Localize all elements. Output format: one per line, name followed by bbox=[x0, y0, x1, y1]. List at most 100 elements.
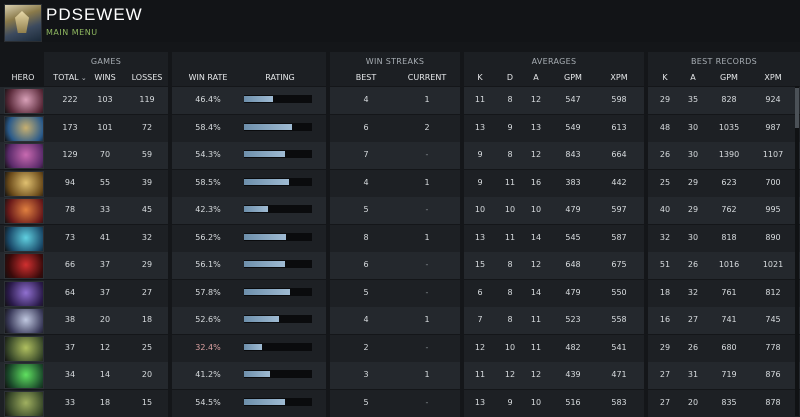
col-streak-best[interactable]: BEST bbox=[355, 73, 377, 82]
hero-portrait-purple[interactable] bbox=[4, 88, 44, 114]
cell-rec-k: 16 bbox=[659, 315, 671, 324]
rating-bar bbox=[244, 232, 312, 241]
cell-win-rate: 58.5% bbox=[195, 177, 221, 187]
cell-wins: 18 bbox=[99, 397, 111, 407]
cell-losses: 59 bbox=[141, 150, 153, 159]
row-background bbox=[648, 197, 800, 224]
cell-avg-gpm: 549 bbox=[565, 122, 581, 132]
cell-losses: 29 bbox=[141, 260, 153, 269]
rating-bar bbox=[244, 122, 312, 131]
hero-portrait-cyan[interactable] bbox=[4, 225, 44, 252]
col-rec-k[interactable]: K bbox=[662, 73, 668, 82]
table-row[interactable]: 64 37 27 57.8% 5 - 6 8 14 479 550 18 32 761 812 bbox=[0, 279, 800, 307]
col-avg-k[interactable]: K bbox=[477, 73, 483, 82]
cell-streak-current: 1 bbox=[424, 95, 430, 104]
rating-bar bbox=[244, 397, 312, 406]
cell-avg-xpm: 541 bbox=[611, 342, 627, 352]
cell-avg-k: 13 bbox=[474, 232, 486, 242]
table-row[interactable]: 73 41 32 56.2% 8 1 13 11 14 545 587 32 30 818 890 bbox=[0, 224, 800, 252]
cell-total: 33 bbox=[64, 397, 76, 407]
hero-portrait-green[interactable] bbox=[4, 335, 44, 362]
win-streaks-group-panel bbox=[330, 52, 460, 86]
hero-portrait-lime[interactable] bbox=[4, 363, 44, 389]
hero-portrait-blue[interactable] bbox=[4, 115, 44, 142]
row-background bbox=[464, 114, 644, 142]
hero-portrait-violet[interactable] bbox=[4, 143, 44, 169]
cell-rec-gpm: 828 bbox=[721, 95, 737, 104]
row-background bbox=[648, 224, 800, 252]
col-rec-gpm[interactable]: GPM bbox=[720, 73, 738, 82]
cell-rec-gpm: 623 bbox=[721, 177, 737, 187]
col-losses[interactable]: LOSSES bbox=[131, 73, 163, 82]
hero-portrait-red[interactable] bbox=[4, 198, 44, 224]
table-scrollbar[interactable] bbox=[795, 86, 799, 416]
cell-avg-gpm: 482 bbox=[565, 342, 581, 352]
rating-bar-fill bbox=[244, 316, 279, 322]
col-rating[interactable]: RATING bbox=[265, 73, 295, 82]
cell-rec-a: 29 bbox=[687, 177, 699, 187]
col-avg-xpm[interactable]: XPM bbox=[610, 73, 628, 82]
cell-rec-k: 48 bbox=[659, 122, 671, 132]
table-row[interactable]: 66 37 29 56.1% 6 - 15 8 12 648 675 51 26 1016 1021 bbox=[0, 251, 800, 279]
cell-rec-k: 27 bbox=[659, 397, 671, 407]
games-group-title: GAMES bbox=[90, 57, 122, 66]
table-row[interactable]: 33 18 15 54.5% 5 - 13 9 10 516 583 27 20 835 878 bbox=[0, 389, 800, 417]
cell-avg-xpm: 442 bbox=[611, 177, 627, 187]
player-avatar[interactable] bbox=[4, 4, 42, 42]
cell-rec-k: 29 bbox=[659, 342, 671, 352]
hero-portrait-olive[interactable] bbox=[4, 390, 44, 417]
cell-streak-best: 8 bbox=[363, 232, 369, 242]
cell-avg-k: 11 bbox=[474, 95, 486, 104]
cell-streak-best: 6 bbox=[363, 122, 369, 132]
cell-avg-d: 9 bbox=[507, 122, 513, 132]
cell-avg-d: 10 bbox=[504, 342, 516, 352]
col-avg-a[interactable]: A bbox=[533, 73, 539, 82]
col-wins[interactable]: WINS bbox=[94, 73, 116, 82]
cell-avg-d: 11 bbox=[504, 232, 516, 242]
table-row[interactable]: 78 33 45 42.3% 5 - 10 10 10 479 597 40 29 762 995 bbox=[0, 196, 800, 224]
col-hero[interactable]: HERO bbox=[11, 73, 35, 82]
row-background bbox=[464, 334, 644, 362]
col-avg-gpm[interactable]: GPM bbox=[564, 73, 582, 82]
col-total[interactable]: TOTAL bbox=[50, 73, 90, 82]
rating-bar bbox=[244, 287, 312, 296]
row-background bbox=[44, 224, 168, 252]
table-row[interactable]: 129 70 59 54.3% 7 - 9 8 12 843 664 26 30 1390 1107 bbox=[0, 141, 800, 169]
cell-streak-best: 5 bbox=[363, 287, 369, 297]
cell-win-rate: 54.5% bbox=[195, 397, 221, 407]
table-row[interactable]: 38 20 18 52.6% 4 1 7 8 11 523 558 16 27 741 745 bbox=[0, 306, 800, 334]
cell-rec-xpm: 745 bbox=[765, 315, 781, 324]
col-rec-xpm[interactable]: XPM bbox=[764, 73, 782, 82]
hero-portrait-crimson[interactable] bbox=[4, 253, 44, 279]
table-row[interactable]: 94 55 39 58.5% 4 1 9 11 16 383 442 25 29 623 700 bbox=[0, 169, 800, 197]
col-win-rate[interactable]: WIN RATE bbox=[188, 73, 228, 82]
col-streak-current[interactable]: CURRENT bbox=[407, 73, 447, 82]
col-avg-d[interactable]: D bbox=[506, 73, 514, 82]
table-row[interactable]: 37 12 25 32.4% 2 - 12 10 11 482 541 29 26 680 778 bbox=[0, 334, 800, 362]
cell-streak-current: 1 bbox=[424, 315, 430, 324]
cell-avg-d: 8 bbox=[507, 315, 513, 324]
cell-win-rate: 58.4% bbox=[195, 122, 221, 132]
cell-avg-xpm: 598 bbox=[611, 95, 627, 104]
scrollbar-thumb[interactable] bbox=[795, 88, 799, 128]
main-menu-link[interactable]: MAIN MENU bbox=[46, 28, 98, 37]
hero-portrait-indigo[interactable] bbox=[4, 280, 44, 307]
table-row[interactable]: 34 14 20 41.2% 3 1 11 12 12 439 471 27 31 719 876 bbox=[0, 361, 800, 389]
cell-rec-k: 25 bbox=[659, 177, 671, 187]
table-row[interactable]: 222 103 119 46.4% 4 1 11 8 12 547 598 29 35 828 924 bbox=[0, 86, 800, 114]
hero-portrait-pale[interactable] bbox=[4, 308, 44, 334]
cell-streak-best: 4 bbox=[363, 95, 369, 104]
cell-rec-xpm: 987 bbox=[765, 122, 781, 132]
cell-wins: 103 bbox=[97, 95, 113, 104]
table-row[interactable]: 173 101 72 58.4% 6 2 13 9 13 549 613 48 30 1035 987 bbox=[0, 114, 800, 142]
cell-win-rate: 57.8% bbox=[195, 287, 221, 297]
col-rec-a[interactable]: A bbox=[690, 73, 696, 82]
hero-portrait-gold[interactable] bbox=[4, 170, 44, 197]
cell-rec-gpm: 835 bbox=[721, 397, 737, 407]
cell-avg-xpm: 597 bbox=[611, 205, 627, 214]
rating-bar bbox=[244, 205, 312, 213]
cell-rec-gpm: 719 bbox=[721, 370, 737, 379]
cell-avg-gpm: 648 bbox=[565, 260, 581, 269]
cell-streak-current: - bbox=[425, 342, 429, 352]
cell-avg-k: 9 bbox=[477, 150, 483, 159]
